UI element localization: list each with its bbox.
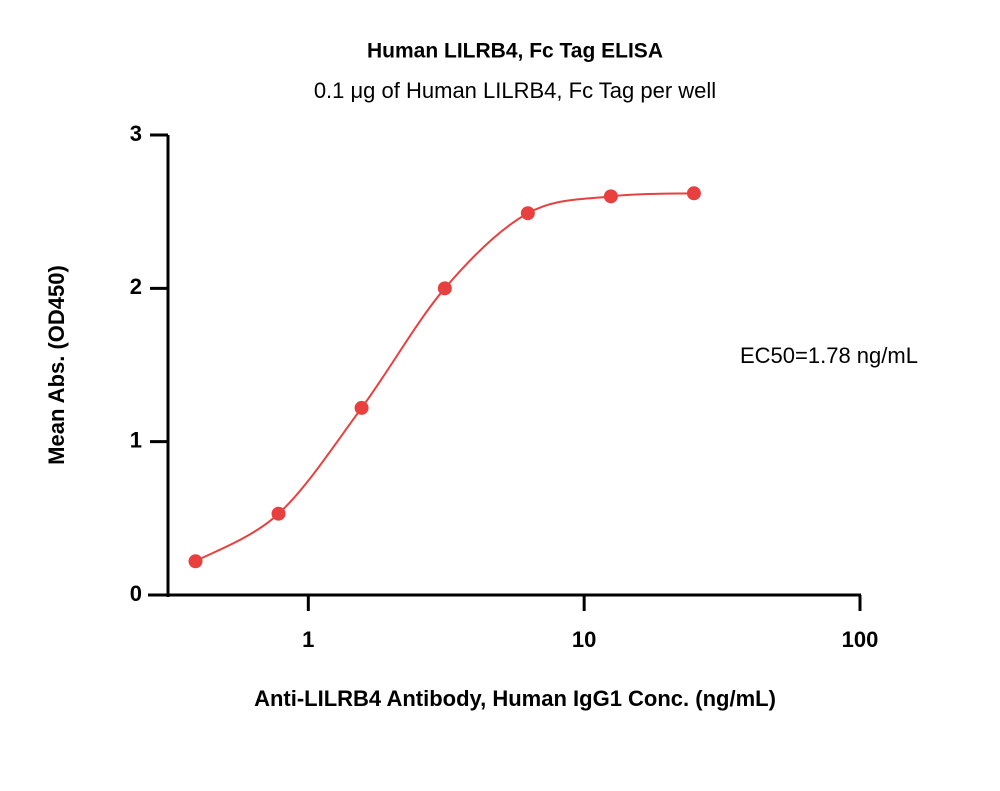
x-tick-label: 10	[572, 627, 596, 652]
chart-subtitle: 0.1 μg of Human LILRB4, Fc Tag per well	[314, 78, 716, 103]
chart-title: Human LILRB4, Fc Tag ELISA	[367, 40, 663, 63]
y-tick-label: 0	[130, 581, 142, 606]
annotation: EC50=1.78 ng/mL	[740, 343, 918, 368]
data-point	[188, 554, 203, 569]
y-tick-label: 3	[130, 121, 142, 146]
data-point	[520, 206, 535, 221]
data-point	[271, 506, 286, 521]
x-tick-label: 100	[842, 627, 879, 652]
x-tick-label: 1	[302, 627, 314, 652]
data-point	[437, 281, 452, 296]
y-tick-label: 1	[130, 427, 142, 452]
y-tick-label: 2	[130, 274, 142, 299]
data-point	[686, 186, 701, 201]
data-point	[603, 189, 618, 204]
fit-curve	[195, 192, 694, 563]
y-axis-label: Mean Abs. (OD450)	[44, 265, 69, 465]
x-axis-label: Anti-LILRB4 Antibody, Human IgG1 Conc. (…	[254, 686, 776, 711]
data-point	[354, 400, 369, 415]
